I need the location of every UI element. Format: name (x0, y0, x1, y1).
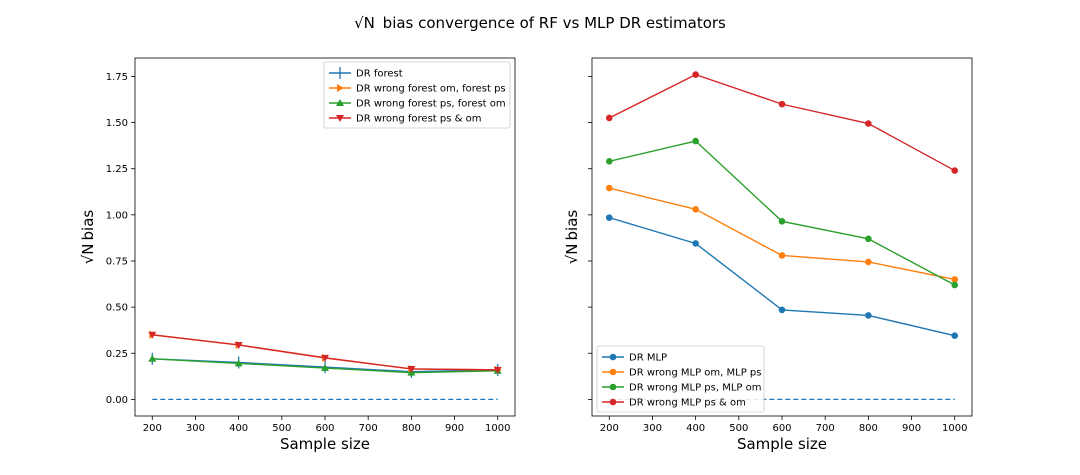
data-point (951, 167, 959, 174)
legend-entry-label: DR forest (356, 69, 403, 80)
x-tick-label: 400 (686, 423, 705, 434)
y-tick-label: 0.00 (106, 395, 128, 406)
legend-swatch-marker (336, 99, 344, 106)
data-point (951, 281, 959, 289)
x-tick-label: 200 (143, 423, 162, 434)
x-tick-label: 600 (315, 423, 334, 434)
legend-swatch-marker (609, 353, 617, 361)
y-tick-label: 1.25 (106, 164, 128, 175)
x-tick-label: 900 (902, 423, 921, 434)
y-tick-label: 0.50 (106, 303, 128, 314)
legend-swatch-marker (609, 398, 617, 406)
y-axis-label: √N bias (79, 210, 97, 265)
legend-box (596, 345, 765, 413)
data-point (148, 331, 157, 339)
x-tick-label: 300 (186, 423, 205, 434)
legend: DR MLP DR wrong MLP om, MLP ps DR wrong ML… (596, 345, 765, 413)
data-point (605, 184, 613, 192)
data-point (234, 341, 243, 349)
data-point (321, 364, 329, 372)
right-subplot: 200 300 400 500 600 700 800 900 1000 Sample size √… (563, 57, 973, 453)
legend-entry-label: DR MLP (629, 353, 667, 364)
y-tick-label: 0.25 (106, 349, 128, 360)
legend-entry-label: DR wrong MLP ps & om (629, 398, 746, 409)
legend-swatch-marker (337, 84, 344, 92)
data-point (407, 365, 416, 373)
x-tick-label: 300 (643, 423, 662, 434)
figure-title: √N bias convergence of RF vs MLP DR esti… (354, 14, 726, 32)
legend-swatch-marker (336, 115, 344, 122)
legend-box (323, 61, 511, 129)
y-axis-label: √N bias (563, 210, 581, 265)
x-tick-label: 500 (272, 423, 291, 434)
legend-entry-label: DR wrong forest ps & om (356, 114, 481, 125)
data-point (692, 240, 699, 247)
left-subplot: 200 300 400 500 600 700 800 900 1000 0.00 0.25 0.50… (79, 57, 516, 453)
x-tick-label: 700 (816, 423, 835, 434)
data-point (951, 276, 959, 283)
title-symbol: √N (354, 14, 375, 32)
title-text: bias convergence of RF vs MLP DR estimat… (383, 14, 726, 32)
x-tick-label: 200 (600, 423, 619, 434)
y-tick-label: 1.00 (106, 210, 128, 221)
data-point (605, 114, 613, 122)
data-point (321, 354, 329, 362)
x-tick-label: 700 (359, 423, 378, 434)
data-point (778, 306, 786, 314)
y-axis-symbol: √N (563, 243, 581, 264)
y-axis-symbol: √N (79, 243, 97, 264)
data-point (865, 258, 872, 266)
data-point (148, 354, 157, 362)
data-point (865, 235, 872, 243)
data-point (692, 206, 699, 213)
x-axis-label: Sample size (280, 435, 370, 453)
x-tick-label: 800 (859, 423, 878, 434)
data-point (605, 214, 613, 221)
data-point (778, 218, 786, 225)
y-axis-text: bias (79, 210, 97, 241)
series-line (608, 73, 956, 172)
y-axis-text: bias (563, 210, 581, 241)
data-point (778, 252, 786, 259)
data-point (692, 71, 699, 78)
legend-swatch-marker (609, 368, 617, 376)
legend-entry-label: DR wrong forest ps, forest om (356, 99, 506, 110)
data-point (865, 312, 872, 319)
x-axis-label: Sample size (737, 435, 827, 453)
data-point (234, 359, 243, 367)
legend-entry-label: DR wrong forest om, forest ps (356, 84, 506, 95)
x-tick-label: 900 (445, 423, 464, 434)
x-tick-label: 400 (229, 423, 248, 434)
data-point (692, 137, 699, 145)
data-point (778, 100, 786, 108)
y-tick-label: 1.50 (106, 118, 128, 129)
data-point (605, 158, 613, 165)
y-tick-label: 0.75 (106, 256, 128, 267)
data-point (865, 120, 872, 127)
legend-entry-label: DR wrong MLP om, MLP ps (629, 368, 761, 379)
x-tick-label: 500 (729, 423, 748, 434)
legend-entry-label: DR wrong MLP ps, MLP om (629, 383, 761, 394)
x-tick-label: 800 (402, 423, 421, 434)
y-tick-label: 1.75 (106, 72, 128, 83)
legend-swatch-marker (609, 383, 617, 391)
data-point (493, 366, 502, 374)
legend: DR forest DR wrong forest om, forest ps DR… (323, 61, 511, 129)
x-tick-label: 1000 (485, 423, 510, 434)
series-line (609, 140, 956, 286)
data-point (951, 332, 959, 340)
x-tick-label: 1000 (942, 423, 967, 434)
x-tick-label: 600 (772, 423, 791, 434)
series-line (609, 216, 955, 337)
